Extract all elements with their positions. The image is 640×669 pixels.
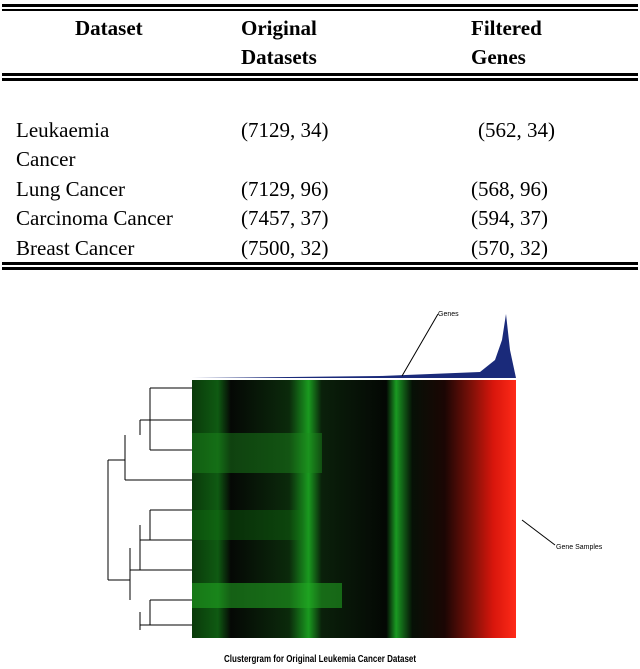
- table-rule: [2, 78, 638, 81]
- row-cell: Carcinoma Cancer: [16, 206, 173, 230]
- row-cell: Leukaemia Cancer: [16, 118, 110, 171]
- row-cell: (570, 32): [471, 236, 548, 260]
- table-rule: [2, 4, 638, 7]
- arrow: [401, 313, 439, 377]
- table-rule: [2, 262, 638, 265]
- row-cell: Breast Cancer: [16, 236, 135, 260]
- table-rule: [2, 267, 638, 270]
- header-cell: Dataset: [75, 16, 143, 40]
- row-cell: (568, 96): [471, 177, 548, 201]
- heatmap-band: [192, 510, 302, 540]
- arrow: [521, 519, 556, 546]
- header-cell: Filtered Genes: [471, 16, 542, 69]
- dendrogram: [107, 387, 192, 630]
- row-cell: (594, 37): [471, 206, 548, 230]
- row-cell: (562, 34): [478, 118, 555, 142]
- figure-caption: Clustergram for Original Leukemia Cancer…: [223, 654, 417, 665]
- row-cell: Lung Cancer: [16, 177, 126, 201]
- row-cell: (7129, 34): [241, 118, 329, 142]
- row-cell: (7500, 32): [241, 236, 329, 260]
- clustergram: Genes Gene Samples: [107, 311, 603, 638]
- table-rule: [2, 73, 638, 76]
- row-cell: (7129, 96): [241, 177, 329, 201]
- table-rule: [2, 9, 638, 11]
- samples-label: Gene Samples: [556, 544, 603, 551]
- header-cell: Original Datasets: [241, 16, 317, 69]
- gene-histogram: [192, 314, 516, 378]
- genes-label: Genes: [438, 311, 459, 318]
- heatmap-band: [192, 583, 342, 608]
- row-cell: (7457, 37): [241, 206, 329, 230]
- heatmap-band: [192, 433, 322, 473]
